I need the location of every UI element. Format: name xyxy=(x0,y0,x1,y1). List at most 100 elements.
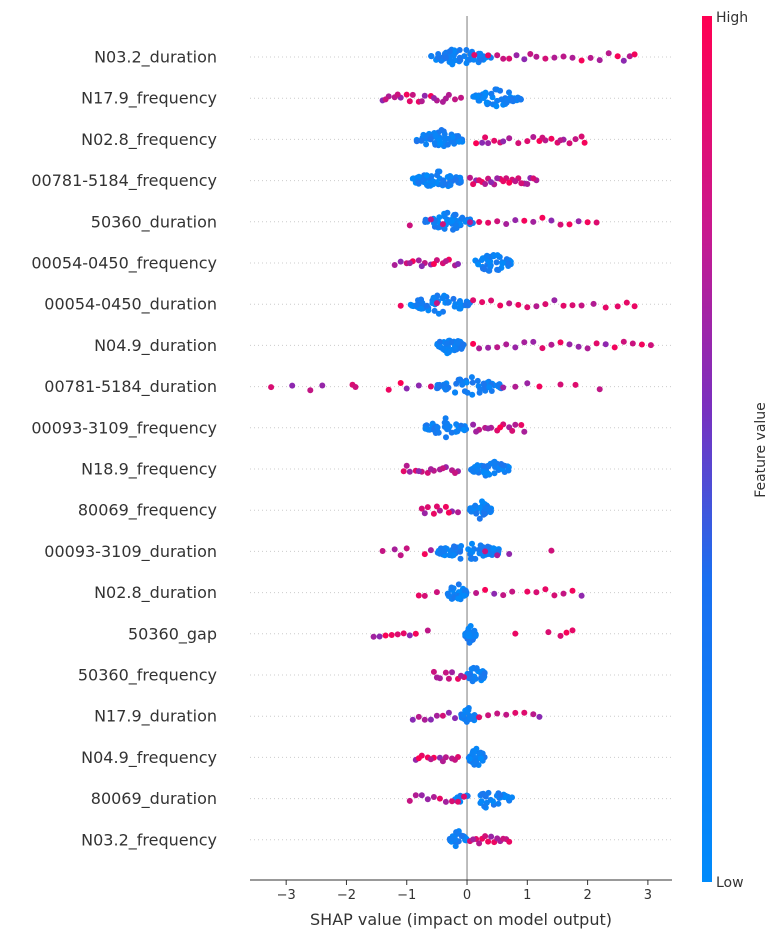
shap-point xyxy=(485,140,492,147)
shap-point xyxy=(470,56,477,63)
shap-point xyxy=(476,840,483,847)
shap-point xyxy=(506,838,513,845)
feature-label: 00781-5184_frequency xyxy=(31,171,217,191)
shap-point xyxy=(542,586,549,593)
shap-point xyxy=(498,96,505,103)
shap-point xyxy=(572,381,579,388)
shap-point xyxy=(512,344,519,351)
shap-point xyxy=(548,547,555,554)
shap-point xyxy=(527,51,534,57)
shap-point xyxy=(469,714,476,721)
shap-point xyxy=(479,498,485,505)
shap-point xyxy=(455,261,461,267)
shap-point xyxy=(521,428,528,435)
shap-point xyxy=(418,137,425,144)
shap-point xyxy=(455,581,462,588)
shap-point xyxy=(403,545,410,552)
feature-label: 50360_duration xyxy=(91,212,217,232)
shap-point xyxy=(495,800,502,807)
shap-point xyxy=(388,632,395,638)
shap-point xyxy=(424,796,431,803)
shap-point xyxy=(453,176,459,183)
shap-point xyxy=(418,792,425,799)
shap-point xyxy=(533,53,540,60)
shap-point xyxy=(530,134,537,140)
shap-point xyxy=(406,222,413,229)
shap-point xyxy=(473,428,480,435)
shap-point xyxy=(638,341,645,348)
feature-label: N03.2_duration xyxy=(94,48,217,68)
shap-point xyxy=(490,459,497,466)
shap-point xyxy=(551,54,558,61)
shap-point xyxy=(503,221,510,227)
shap-point xyxy=(611,344,618,351)
shap-point xyxy=(415,468,422,475)
shap-point xyxy=(506,179,513,186)
shap-point xyxy=(482,181,489,187)
shap-point xyxy=(382,632,389,639)
shap-point xyxy=(596,57,603,64)
shap-point xyxy=(473,140,480,147)
shap-point xyxy=(578,133,585,140)
shap-point xyxy=(446,48,453,55)
shap-point xyxy=(418,98,425,105)
shap-point xyxy=(485,463,492,470)
shap-point xyxy=(452,389,458,396)
shap-point xyxy=(442,503,449,510)
shap-point xyxy=(448,584,455,591)
shap-point xyxy=(452,222,459,229)
shap-point xyxy=(569,627,576,634)
shap-point xyxy=(423,172,430,179)
shap-point xyxy=(506,300,513,307)
feature-label: N02.8_duration xyxy=(94,583,217,603)
shap-point xyxy=(458,543,465,549)
shap-point xyxy=(479,139,486,146)
x-tick-label: 3 xyxy=(644,888,652,903)
shap-point xyxy=(442,55,449,61)
shap-point xyxy=(545,629,552,636)
shap-point xyxy=(403,385,410,392)
shap-point xyxy=(415,755,422,762)
shap-point xyxy=(376,633,383,640)
shap-point xyxy=(566,341,573,348)
shap-point xyxy=(521,56,528,63)
colorbar-title: Feature value xyxy=(753,402,769,498)
shap-point xyxy=(477,755,484,762)
feature-label: 00781-5184_duration xyxy=(44,377,217,397)
shap-point xyxy=(500,55,507,62)
shap-point xyxy=(476,345,483,352)
shap-point xyxy=(584,345,591,352)
shap-point xyxy=(593,219,600,226)
colorbar: High Low Feature value xyxy=(702,10,769,891)
shap-point xyxy=(464,709,471,716)
shap-point xyxy=(494,218,501,225)
shap-point xyxy=(467,623,474,629)
shap-point xyxy=(497,792,504,799)
shap-point xyxy=(456,47,463,53)
shap-point xyxy=(438,127,445,133)
shap-point xyxy=(459,381,466,388)
shap-point xyxy=(463,47,470,53)
shap-point xyxy=(512,709,519,716)
shap-point xyxy=(533,303,540,310)
shap-point xyxy=(486,258,492,265)
shap-point xyxy=(427,216,434,223)
shap-point xyxy=(566,140,573,147)
shap-point xyxy=(476,504,483,511)
feature-label: N17.9_duration xyxy=(94,707,217,727)
shap-point xyxy=(457,548,464,555)
shap-point xyxy=(385,386,392,393)
shap-point xyxy=(439,758,446,765)
shap-point xyxy=(418,505,425,512)
shap-point xyxy=(430,794,437,800)
x-ticks: −3 −2 −1 0 1 2 3 xyxy=(277,880,652,903)
shap-point xyxy=(530,218,537,225)
shap-point xyxy=(452,756,458,763)
shap-point xyxy=(575,218,582,225)
shap-point xyxy=(445,349,452,356)
shap-point xyxy=(427,756,434,763)
x-tick-label: 2 xyxy=(583,888,591,903)
shap-point xyxy=(444,422,451,429)
shap-point xyxy=(394,631,401,638)
